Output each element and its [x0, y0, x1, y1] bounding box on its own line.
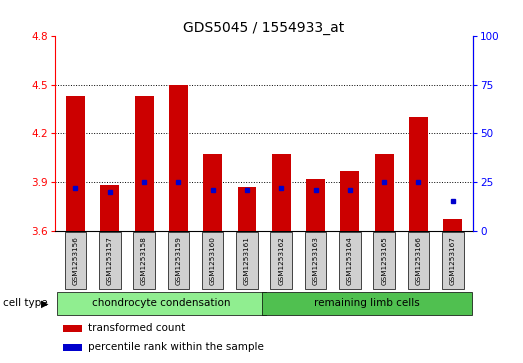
Bar — [373, 232, 395, 289]
Bar — [99, 232, 121, 289]
Bar — [203, 154, 222, 231]
Bar — [63, 344, 82, 351]
Bar — [169, 85, 188, 231]
Bar — [65, 232, 86, 289]
Bar — [133, 232, 155, 289]
Text: GSM1253167: GSM1253167 — [450, 236, 456, 285]
Text: GSM1253164: GSM1253164 — [347, 236, 353, 285]
Bar — [305, 232, 326, 289]
Bar — [66, 96, 85, 231]
Text: remaining limb cells: remaining limb cells — [314, 298, 420, 309]
Bar — [339, 232, 361, 289]
Bar — [407, 232, 429, 289]
Text: GSM1253165: GSM1253165 — [381, 236, 387, 285]
Bar — [56, 292, 266, 315]
Bar — [409, 117, 428, 231]
Bar — [202, 232, 223, 289]
Text: cell type: cell type — [3, 298, 47, 309]
Text: GSM1253156: GSM1253156 — [73, 236, 78, 285]
Text: ▶: ▶ — [41, 298, 49, 309]
Bar — [270, 232, 292, 289]
Text: GSM1253157: GSM1253157 — [107, 236, 113, 285]
Bar — [236, 232, 258, 289]
Bar — [100, 185, 119, 231]
Bar — [134, 96, 154, 231]
Text: GSM1253162: GSM1253162 — [278, 236, 285, 285]
Bar — [237, 187, 256, 231]
Bar — [340, 171, 359, 231]
Text: GSM1253166: GSM1253166 — [415, 236, 422, 285]
Bar — [272, 154, 291, 231]
Bar — [63, 325, 82, 332]
Text: GSM1253161: GSM1253161 — [244, 236, 250, 285]
Text: chondrocyte condensation: chondrocyte condensation — [92, 298, 231, 309]
Text: percentile rank within the sample: percentile rank within the sample — [88, 343, 264, 352]
Text: transformed count: transformed count — [88, 323, 186, 333]
Bar — [263, 292, 472, 315]
Text: GSM1253159: GSM1253159 — [175, 236, 181, 285]
Bar — [374, 154, 394, 231]
Text: GSM1253160: GSM1253160 — [210, 236, 215, 285]
Bar — [167, 232, 189, 289]
Text: GSM1253158: GSM1253158 — [141, 236, 147, 285]
Bar — [444, 219, 462, 231]
Bar — [442, 232, 463, 289]
Text: GSM1253163: GSM1253163 — [313, 236, 319, 285]
Bar — [306, 179, 325, 231]
Title: GDS5045 / 1554933_at: GDS5045 / 1554933_at — [184, 21, 345, 35]
